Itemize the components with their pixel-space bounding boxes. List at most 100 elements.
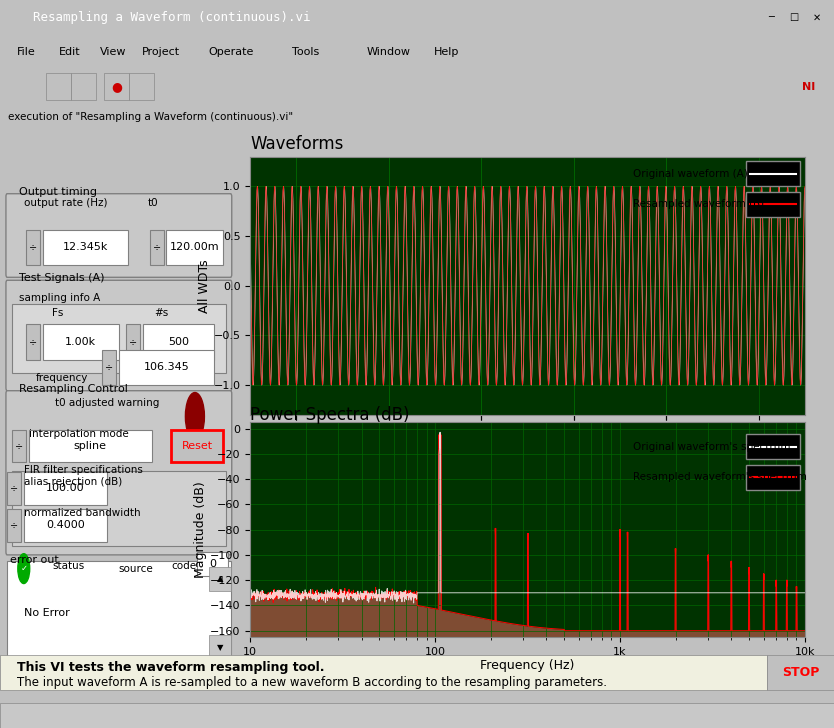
FancyBboxPatch shape <box>6 280 232 391</box>
Bar <box>23 472 107 505</box>
Text: ✕: ✕ <box>813 12 821 23</box>
Text: execution of "Resampling a Waveform (continuous).vi": execution of "Resampling a Waveform (con… <box>8 112 294 122</box>
Circle shape <box>18 554 30 584</box>
Text: ÷: ÷ <box>10 483 18 494</box>
Bar <box>28 430 152 462</box>
Text: Waveforms: Waveforms <box>250 135 344 153</box>
Text: FIR filter specifications: FIR filter specifications <box>23 465 143 475</box>
Bar <box>150 229 164 266</box>
Bar <box>43 229 128 266</box>
Text: t0 adjusted warning: t0 adjusted warning <box>55 397 159 408</box>
Text: output rate (Hz): output rate (Hz) <box>23 198 108 207</box>
X-axis label: Time: Time <box>512 438 543 451</box>
Bar <box>71 74 96 100</box>
Text: ÷: ÷ <box>29 337 38 347</box>
Text: spline: spline <box>74 441 107 451</box>
Text: Original waveform's spectrum: Original waveform's spectrum <box>633 442 791 451</box>
Bar <box>746 192 800 217</box>
Text: alias rejection (dB): alias rejection (dB) <box>23 477 122 487</box>
Bar <box>23 509 107 542</box>
Text: □: □ <box>789 12 799 23</box>
Bar <box>8 561 230 660</box>
Bar <box>8 472 22 505</box>
Text: ▼: ▼ <box>217 643 224 652</box>
Text: View: View <box>100 47 127 58</box>
Text: ●: ● <box>111 80 123 93</box>
Text: ✓: ✓ <box>20 564 28 573</box>
Text: Resampling a Waveform (continuous).vi: Resampling a Waveform (continuous).vi <box>33 11 311 24</box>
Text: This VI tests the waveform resampling tool.: This VI tests the waveform resampling to… <box>17 661 324 674</box>
Text: File: File <box>17 47 35 58</box>
Text: The input waveform A is re-sampled to a new waveform B according to the resampli: The input waveform A is re-sampled to a … <box>17 676 606 689</box>
X-axis label: Frequency (Hz): Frequency (Hz) <box>480 660 575 673</box>
Text: Tools: Tools <box>292 47 319 58</box>
Bar <box>46 74 71 100</box>
Text: ÷: ÷ <box>15 441 23 451</box>
Text: 0: 0 <box>209 559 216 569</box>
Bar <box>746 161 800 186</box>
Y-axis label: Magnitude (dB): Magnitude (dB) <box>194 481 207 578</box>
Text: source: source <box>118 563 153 574</box>
Bar <box>0 703 834 728</box>
Text: 0.4000: 0.4000 <box>46 521 85 530</box>
Text: Reset: Reset <box>182 440 213 451</box>
Bar <box>784 71 834 102</box>
Circle shape <box>185 392 204 440</box>
FancyBboxPatch shape <box>6 391 232 555</box>
Text: 12.345k: 12.345k <box>63 242 108 253</box>
Text: ▶: ▶ <box>53 80 63 93</box>
Bar <box>12 304 226 373</box>
Text: 1.00k: 1.00k <box>65 337 97 347</box>
Bar <box>43 324 118 360</box>
Text: ↩: ↩ <box>78 80 88 93</box>
Text: ÷: ÷ <box>10 521 18 530</box>
Text: ÷: ÷ <box>129 337 137 347</box>
Text: Edit: Edit <box>58 47 80 58</box>
Text: Power Spectra (dB): Power Spectra (dB) <box>250 406 409 424</box>
Text: frequency: frequency <box>36 373 88 383</box>
Text: Original waveform (A): Original waveform (A) <box>633 169 748 178</box>
Text: Window: Window <box>367 47 411 58</box>
Text: ─: ─ <box>767 12 774 23</box>
Bar <box>198 553 229 577</box>
Text: Help: Help <box>434 47 459 58</box>
Text: Resampled waveform (B): Resampled waveform (B) <box>633 199 765 210</box>
Bar <box>209 636 230 660</box>
Bar <box>807 4 827 31</box>
Bar <box>784 4 804 31</box>
Text: Resampling Control: Resampling Control <box>19 384 128 394</box>
Bar <box>746 434 800 459</box>
Text: sampling info A: sampling info A <box>19 293 100 303</box>
Text: 100.00: 100.00 <box>46 483 85 494</box>
Text: 120.00m: 120.00m <box>170 242 219 253</box>
Text: ÷: ÷ <box>105 363 113 373</box>
Text: No Error: No Error <box>23 608 69 618</box>
Bar <box>12 430 26 462</box>
Text: 500: 500 <box>168 337 188 347</box>
Text: t0: t0 <box>148 198 158 207</box>
Text: #s: #s <box>154 308 168 318</box>
Bar <box>166 229 224 266</box>
Text: 106.345: 106.345 <box>143 363 189 373</box>
Bar <box>746 465 800 490</box>
Text: Resampled waveform's spectrum: Resampled waveform's spectrum <box>633 472 807 483</box>
Text: ⏸: ⏸ <box>138 80 145 93</box>
Bar <box>129 74 154 100</box>
Bar <box>0 655 767 690</box>
Text: Project: Project <box>142 47 180 58</box>
Text: error out: error out <box>9 555 58 565</box>
Bar <box>126 324 140 360</box>
Bar <box>118 349 214 385</box>
Bar <box>8 509 22 542</box>
Bar <box>209 567 230 590</box>
Bar <box>104 74 129 100</box>
Text: STOP: STOP <box>782 666 819 679</box>
Y-axis label: All WDTs: All WDTs <box>198 259 211 312</box>
Text: status: status <box>53 561 84 571</box>
Bar <box>143 324 214 360</box>
Bar <box>171 430 224 462</box>
Bar <box>12 471 226 546</box>
Text: ▲: ▲ <box>217 574 224 583</box>
Text: Fs: Fs <box>53 308 63 318</box>
Text: normalized bandwidth: normalized bandwidth <box>23 508 140 518</box>
